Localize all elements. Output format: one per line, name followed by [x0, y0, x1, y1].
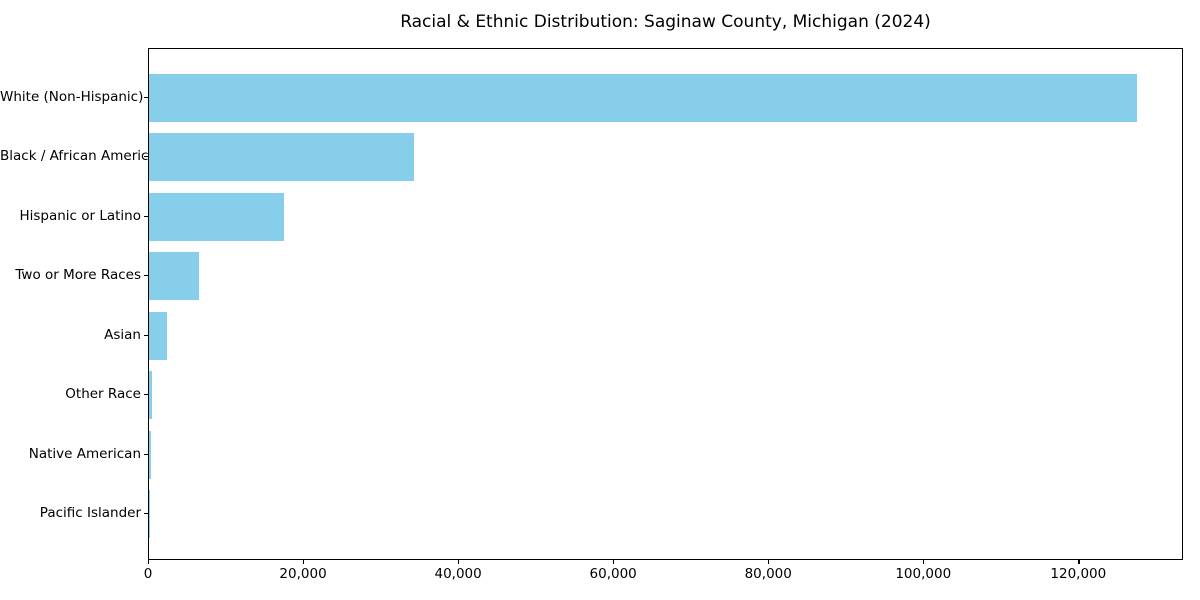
x-tick-mark	[303, 560, 305, 564]
y-tick-label: Other Race	[65, 386, 141, 403]
x-tick-label: 120,000	[1050, 566, 1107, 582]
x-tick-label: 20,000	[279, 566, 327, 582]
x-tick-mark	[148, 560, 150, 564]
y-tick-label: Hispanic or Latino	[19, 207, 141, 224]
x-tick-mark	[613, 560, 615, 564]
x-tick-label: 40,000	[434, 566, 482, 582]
x-tick-label: 100,000	[895, 566, 952, 582]
x-tick-mark	[768, 560, 770, 564]
x-tick-label: 0	[143, 566, 153, 582]
y-tick-mark	[144, 513, 148, 515]
chart-title: Racial & Ethnic Distribution: Saginaw Co…	[400, 12, 931, 32]
y-tick-mark	[144, 453, 148, 455]
plot-area	[148, 48, 1183, 560]
bar	[149, 311, 167, 360]
x-tick-label: 80,000	[744, 566, 792, 582]
bars-container	[149, 49, 1182, 559]
y-tick-label: Asian	[104, 326, 141, 343]
y-tick-label: White (Non-Hispanic)	[0, 88, 144, 105]
y-tick-label: Two or More Races	[15, 267, 141, 284]
y-tick-mark	[144, 215, 148, 217]
x-tick-mark	[458, 560, 460, 564]
bar	[149, 133, 415, 182]
bar	[149, 371, 153, 420]
y-tick-mark	[144, 275, 148, 277]
y-tick-mark	[144, 334, 148, 336]
y-tick-label: Black / African American	[0, 148, 166, 165]
x-tick-label: 60,000	[589, 566, 637, 582]
bar	[149, 73, 1137, 122]
y-tick-mark	[144, 156, 148, 158]
bar	[149, 430, 151, 479]
y-tick-mark	[144, 394, 148, 396]
x-tick-mark	[1078, 560, 1080, 564]
bar	[149, 252, 199, 301]
y-tick-label: Pacific Islander	[39, 505, 141, 522]
y-tick-label: Native American	[28, 445, 141, 462]
y-tick-mark	[144, 96, 148, 98]
x-tick-mark	[923, 560, 925, 564]
bar	[149, 192, 284, 241]
